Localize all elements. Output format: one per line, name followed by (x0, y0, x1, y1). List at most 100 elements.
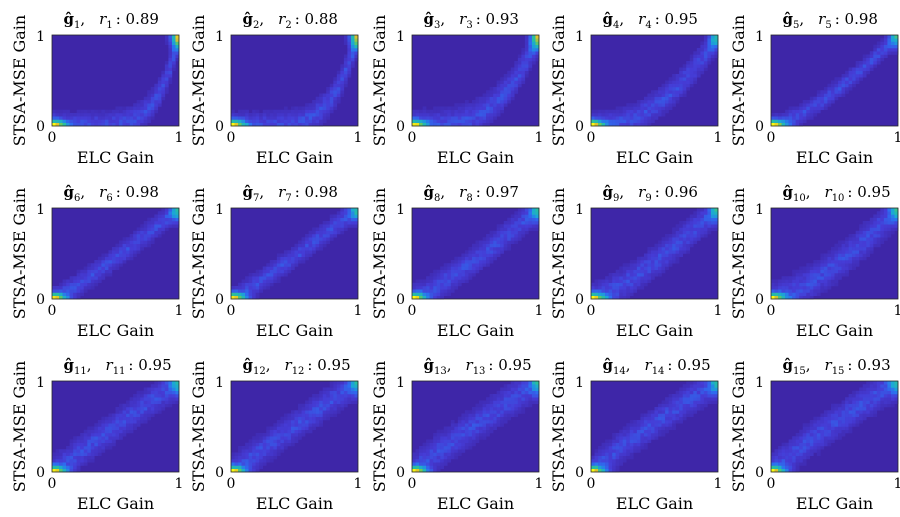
title-r-subscript: 8 (466, 193, 472, 204)
title-r-subscript: 4 (645, 20, 651, 31)
title-r-value: : 0.97 (476, 183, 519, 201)
title-vector-subscript: 1 (74, 20, 80, 31)
y-tick-label-0: 0 (215, 292, 224, 308)
y-axis-label: STSA-MSE Gain (189, 15, 208, 146)
title-vector-symbol: ĝ (603, 183, 614, 201)
x-axis-label: ELC Gain (256, 148, 333, 167)
density-cells (771, 381, 899, 473)
axes-frame (230, 207, 359, 300)
title-r-symbol: r (459, 183, 467, 201)
title-r-subscript: 7 (285, 193, 291, 204)
title-r-value: : 0.95 (307, 356, 350, 374)
title-separator: , (806, 183, 811, 201)
title-separator: , (619, 183, 624, 201)
title-r-subscript: 10 (832, 193, 845, 204)
y-tick-label-0: 0 (396, 119, 405, 135)
panel-title: ĝ5, r5: 0.98 (783, 10, 878, 31)
title-vector-symbol: ĝ (603, 10, 614, 28)
axes-frame (770, 34, 899, 127)
x-tick-label-1: 1 (535, 476, 544, 492)
title-vector-symbol: ĝ (243, 10, 254, 28)
y-tick-label-1: 1 (755, 202, 764, 218)
x-tick-label-0: 0 (408, 303, 417, 319)
x-tick-label-1: 1 (175, 130, 184, 146)
title-separator: , (447, 356, 452, 374)
title-vector-subscript: 14 (613, 366, 626, 377)
axes-frame (51, 207, 180, 300)
density-cells (52, 381, 180, 473)
x-tick-label-1: 1 (175, 476, 184, 492)
density-cells (52, 35, 180, 127)
x-axis-label: ELC Gain (437, 321, 514, 340)
y-tick-label-0: 0 (755, 292, 764, 308)
title-r-symbol: r (825, 356, 833, 374)
y-tick-label-0: 0 (215, 119, 224, 135)
title-r-subscript: 14 (652, 366, 665, 377)
title-vector-subscript: 6 (74, 193, 80, 204)
title-vector-subscript: 13 (434, 366, 447, 377)
title-r-symbol: r (645, 356, 653, 374)
x-tick-label-0: 0 (227, 130, 236, 146)
title-r-subscript: 5 (825, 20, 831, 31)
title-separator: , (806, 356, 811, 374)
title-r-symbol: r (278, 10, 286, 28)
density-cells (591, 35, 719, 127)
title-vector-symbol: ĝ (64, 10, 75, 28)
title-r-subscript: 2 (285, 20, 291, 31)
axes-frame (590, 380, 719, 473)
density-cells (231, 381, 359, 473)
panel-title: ĝ2, r2: 0.88 (243, 10, 338, 31)
x-tick-label-1: 1 (714, 476, 723, 492)
title-vector-subscript: 7 (253, 193, 259, 204)
title-separator: , (440, 183, 445, 201)
panel-title: ĝ1, r1: 0.89 (64, 10, 159, 31)
title-r-subscript: 15 (832, 366, 845, 377)
title-r-value: : 0.98 (116, 183, 159, 201)
y-tick-label-0: 0 (396, 465, 405, 481)
panel-title: ĝ4, r4: 0.95 (603, 10, 698, 31)
x-tick-label-1: 1 (714, 130, 723, 146)
y-tick-label-1: 1 (36, 375, 45, 391)
title-r-symbol: r (106, 356, 114, 374)
title-vector-subscript: 4 (613, 20, 619, 31)
y-tick-label-0: 0 (575, 465, 584, 481)
y-tick-label-1: 1 (755, 375, 764, 391)
title-separator: , (259, 183, 264, 201)
x-tick-label-1: 1 (714, 303, 723, 319)
title-r-subscript: 11 (113, 366, 126, 377)
title-r-symbol: r (466, 356, 474, 374)
panel-title: ĝ6, r6: 0.98 (64, 183, 159, 204)
title-vector-subscript: 15 (793, 366, 806, 377)
panel-title: ĝ11, r11: 0.95 (64, 356, 172, 377)
title-r-symbol: r (278, 183, 286, 201)
title-vector-subscript: 9 (613, 193, 619, 204)
y-axis-label: STSA-MSE Gain (549, 188, 568, 319)
y-axis-label: STSA-MSE Gain (189, 361, 208, 492)
y-axis-label: STSA-MSE Gain (10, 188, 29, 319)
y-axis-label: STSA-MSE Gain (370, 15, 389, 146)
x-tick-label-0: 0 (587, 303, 596, 319)
y-tick-label-1: 1 (36, 29, 45, 45)
y-tick-label-1: 1 (575, 375, 584, 391)
y-axis-label: STSA-MSE Gain (549, 361, 568, 492)
y-tick-label-0: 0 (755, 119, 764, 135)
x-tick-label-1: 1 (894, 476, 900, 492)
y-axis-label: STSA-MSE Gain (370, 188, 389, 319)
panel-title: ĝ3, r3: 0.93 (424, 10, 519, 31)
y-tick-label-0: 0 (215, 465, 224, 481)
axes-frame (590, 207, 719, 300)
panel-title: ĝ9, r9: 0.96 (603, 183, 698, 204)
title-vector-symbol: ĝ (783, 10, 794, 28)
title-vector-symbol: ĝ (424, 183, 435, 201)
title-r-value: : 0.98 (835, 10, 878, 28)
title-r-subscript: 13 (473, 366, 486, 377)
y-axis-label: STSA-MSE Gain (10, 15, 29, 146)
x-tick-label-0: 0 (408, 476, 417, 492)
title-r-value: : 0.98 (295, 183, 338, 201)
title-r-symbol: r (99, 183, 107, 201)
x-axis-label: ELC Gain (437, 494, 514, 513)
title-r-value: : 0.95 (655, 10, 698, 28)
